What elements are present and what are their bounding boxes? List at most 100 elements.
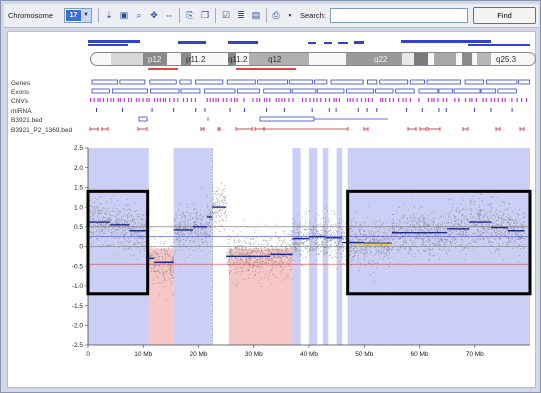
data-point: [163, 258, 165, 260]
data-point: [212, 202, 214, 204]
data-point: [407, 220, 409, 222]
data-point: [176, 224, 178, 225]
data-point: [334, 255, 336, 257]
data-point: [329, 234, 331, 236]
data-point: [381, 244, 383, 246]
data-point: [361, 247, 363, 249]
data-point: [198, 225, 200, 227]
data-point: [214, 212, 215, 213]
data-point: [321, 244, 323, 246]
data-point: [399, 220, 401, 222]
select-region-icon[interactable]: ▣: [119, 10, 129, 20]
data-point: [355, 211, 357, 213]
data-point: [140, 241, 142, 243]
band-label: q11.2: [228, 55, 248, 64]
check-icon[interactable]: ☑: [221, 10, 231, 20]
data-point: [471, 225, 473, 227]
print-icon[interactable]: ⎙: [272, 10, 280, 20]
data-point: [197, 227, 199, 229]
log-ratio-plot[interactable]: 2.52.01.51.00.50-0.5-1.0-1.5-2.0-2.50 10 …: [8, 140, 537, 362]
data-point: [225, 215, 227, 216]
data-point: [407, 228, 409, 230]
data-point: [187, 237, 189, 239]
data-point: [513, 221, 515, 223]
data-point: [489, 204, 491, 206]
data-point: [198, 245, 200, 247]
data-point: [284, 278, 286, 280]
data-point: [291, 247, 293, 249]
data-point: [517, 239, 519, 241]
data-point: [523, 222, 525, 224]
data-point: [406, 219, 408, 221]
data-point: [269, 250, 271, 252]
fit-icon[interactable]: ⇔: [164, 10, 174, 20]
data-point: [99, 219, 101, 221]
search-input[interactable]: [330, 8, 468, 23]
table-icon[interactable]: ≣: [237, 10, 245, 20]
annotation-tracks[interactable]: [8, 76, 537, 138]
pan-icon[interactable]: ✥: [150, 10, 158, 20]
data-point: [145, 232, 146, 234]
data-point: [192, 211, 194, 213]
data-point: [233, 238, 235, 240]
data-point: [246, 263, 248, 265]
data-point: [130, 234, 132, 236]
data-point: [277, 252, 279, 254]
data-point: [364, 220, 365, 222]
data-point: [306, 247, 308, 249]
data-point: [517, 236, 519, 238]
data-point: [309, 254, 311, 256]
chromosome-ideogram[interactable]: p12 p11.2 q11.2 q12 q22 q25.3: [90, 52, 536, 66]
data-point: [422, 215, 424, 217]
data-point: [238, 254, 240, 256]
grid-icon[interactable]: ▤: [251, 10, 261, 20]
data-point: [403, 204, 404, 206]
data-point: [460, 237, 462, 239]
data-point: [194, 228, 196, 230]
data-point: [324, 234, 325, 236]
chromosome-select[interactable]: 17 ▼: [64, 8, 92, 23]
find-button[interactable]: Find: [473, 7, 536, 24]
data-point: [451, 241, 453, 242]
data-point: [449, 212, 451, 214]
data-point: [338, 245, 340, 247]
copy-icon[interactable]: ❐: [200, 10, 210, 20]
data-point: [196, 218, 198, 220]
data-point: [324, 228, 326, 230]
data-point: [152, 282, 154, 284]
data-point: [308, 249, 310, 251]
save-icon[interactable]: ▪: [288, 10, 292, 20]
data-point: [520, 248, 522, 250]
data-point: [480, 213, 482, 215]
pin-icon[interactable]: ⇣: [105, 10, 113, 20]
cnv-feature: [162, 98, 165, 102]
data-point: [200, 225, 202, 227]
data-point: [132, 244, 134, 245]
data-point: [352, 225, 354, 227]
data-point: [514, 208, 516, 210]
data-point: [269, 249, 271, 251]
data-point: [135, 247, 137, 249]
export-icon[interactable]: ⎘: [186, 10, 194, 20]
data-point: [398, 249, 400, 251]
data-point: [411, 239, 413, 241]
data-point: [260, 246, 262, 248]
data-point: [124, 233, 126, 235]
data-point: [417, 238, 418, 240]
data-point: [501, 218, 503, 220]
data-point: [194, 223, 196, 225]
data-point: [121, 217, 123, 219]
data-point: [305, 228, 307, 230]
data-point: [398, 229, 400, 231]
data-point: [330, 235, 331, 237]
data-point: [317, 237, 319, 239]
data-point: [333, 243, 335, 245]
data-point: [160, 243, 162, 245]
data-point: [161, 266, 163, 268]
data-point: [138, 242, 140, 244]
data-point: [381, 253, 382, 255]
data-point: [484, 214, 486, 216]
data-point: [187, 207, 188, 209]
zoom-icon[interactable]: ⌕: [136, 10, 142, 20]
data-point: [516, 238, 518, 240]
